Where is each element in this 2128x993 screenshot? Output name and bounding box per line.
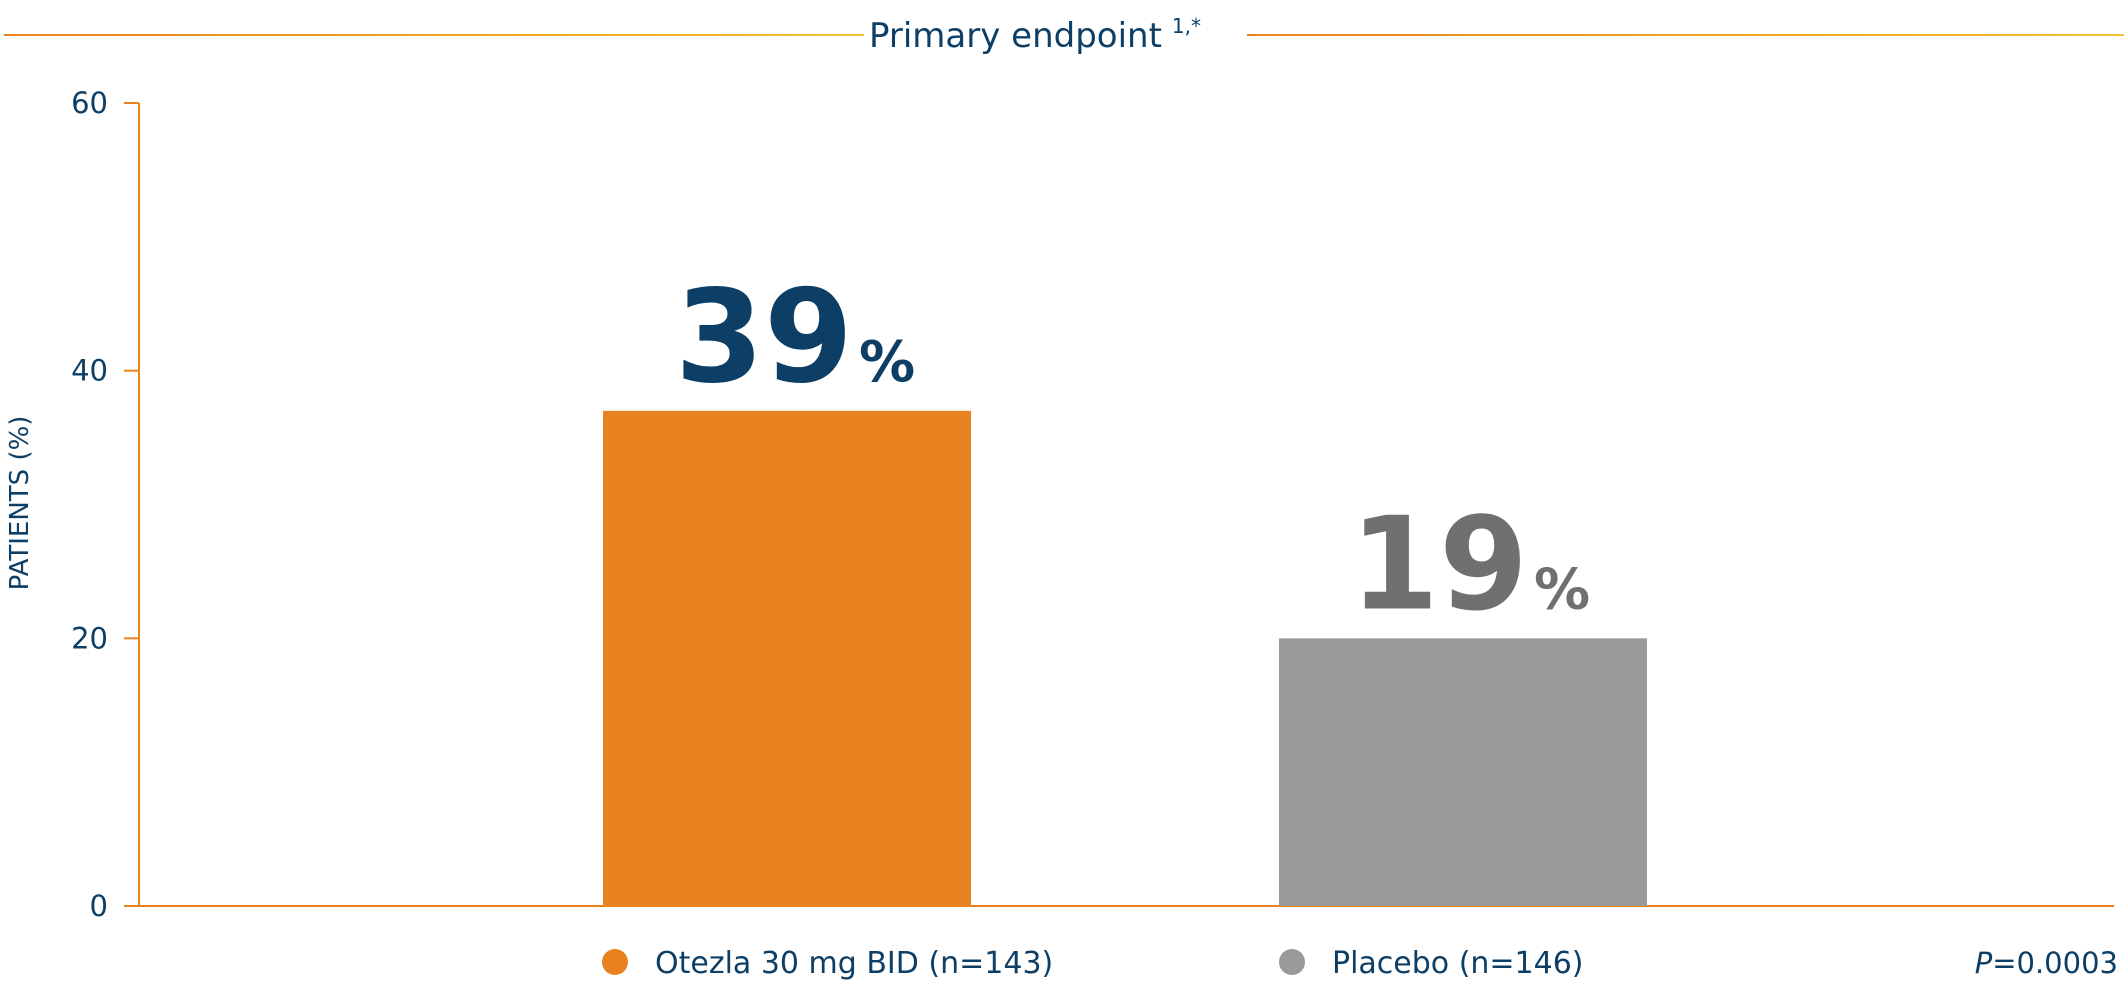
chart-title-superscript: 1,* — [1172, 14, 1201, 38]
y-tick-label-40: 40 — [71, 354, 108, 388]
y-axis-ticks: 0 20 40 60 — [71, 86, 139, 923]
chart-title-text: Primary endpoint — [869, 16, 1162, 56]
chart-title: Primary endpoint 1,* — [869, 14, 1201, 56]
p-value-number: =0.0003 — [1992, 946, 2118, 980]
y-tick-label-0: 0 — [90, 889, 108, 923]
value-label-otezla-unit: % — [859, 330, 915, 395]
bar-placebo — [1279, 638, 1647, 906]
value-label-placebo: 19% — [1350, 490, 1590, 639]
legend: Otezla 30 mg BID (n=143) Placebo (n=146) — [602, 946, 1584, 981]
value-label-otezla: 39% — [675, 263, 915, 412]
value-label-placebo-number: 19 — [1350, 490, 1528, 639]
y-tick-label-60: 60 — [71, 86, 108, 120]
p-value-label: P — [1975, 946, 1993, 980]
bar-otezla — [603, 410, 971, 906]
y-tick-label-20: 20 — [71, 621, 108, 655]
header-rule-left — [4, 34, 864, 36]
value-label-placebo-unit: % — [1534, 557, 1590, 622]
p-value-annotation: P=0.0003 — [1975, 946, 2118, 980]
header-rule-right — [1247, 34, 2124, 36]
legend-label-otezla: Otezla 30 mg BID (n=143) — [655, 946, 1053, 981]
value-label-otezla-number: 39 — [675, 263, 853, 412]
y-axis-label: PATIENTS (%) — [5, 416, 35, 591]
legend-label-placebo: Placebo (n=146) — [1332, 946, 1584, 981]
legend-marker-otezla — [602, 949, 628, 975]
legend-marker-placebo — [1279, 949, 1305, 975]
